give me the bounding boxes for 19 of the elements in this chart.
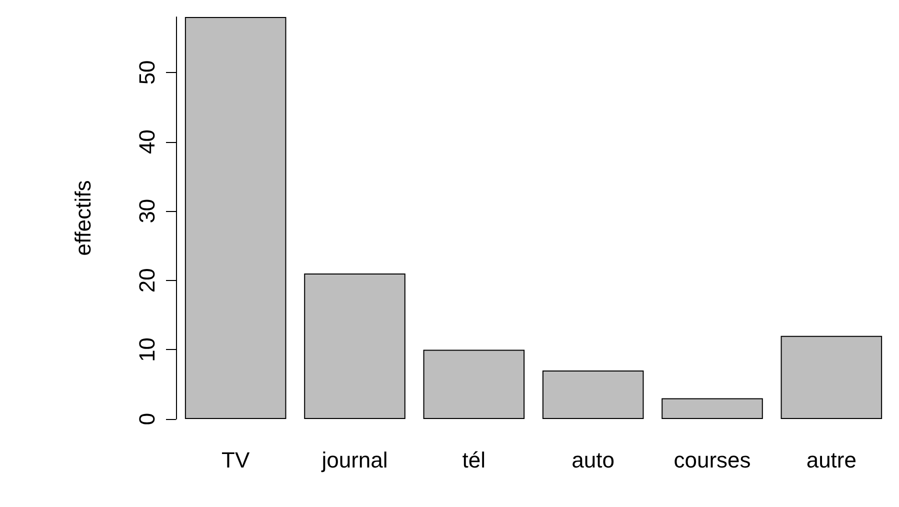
bar [184, 17, 286, 419]
y-tick-label: 20 [134, 268, 160, 293]
y-tick-label: 0 [134, 412, 160, 426]
x-tick-label: tél [462, 448, 486, 472]
y-tick-label: 30 [134, 198, 160, 224]
x-tick-label: TV [222, 448, 250, 472]
x-tick-label: courses [674, 448, 751, 472]
bar [542, 370, 644, 419]
bar [423, 350, 525, 419]
y-tick-label: 50 [134, 60, 160, 85]
bar [304, 273, 406, 419]
y-tick-label: 40 [134, 130, 160, 154]
x-tick-label: journal [320, 448, 388, 472]
y-axis-title: effectifs [70, 180, 96, 256]
x-tick-label: autre [806, 448, 856, 472]
bar [780, 336, 882, 419]
x-tick-label: auto [572, 448, 614, 472]
bar [662, 398, 763, 419]
y-tick-label: 10 [134, 337, 160, 362]
